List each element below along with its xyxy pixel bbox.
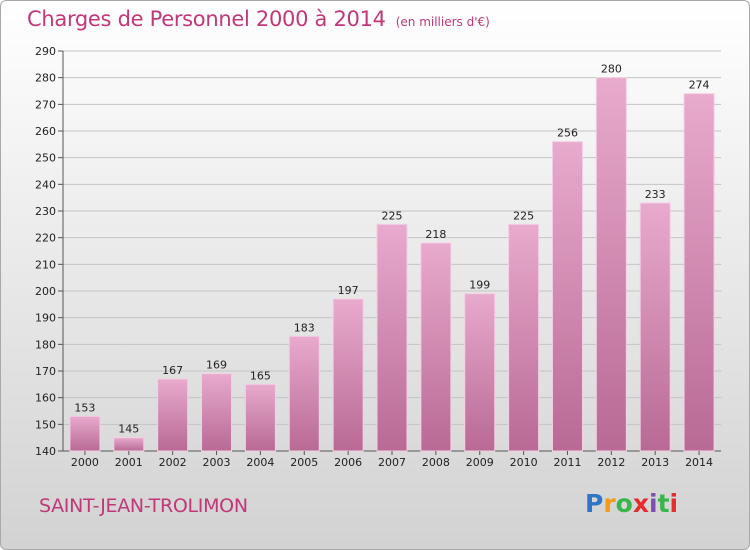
proxiti-logo: Proxiti	[585, 489, 678, 518]
x-tick-label: 2007	[378, 456, 406, 469]
y-tick-labels: 140 150 160 170 180 190 200 210 220 230 240 250 260 2…	[35, 45, 63, 458]
bar	[69, 415, 101, 452]
y-tick-label: 170	[35, 365, 56, 378]
data-label: 165	[250, 369, 271, 382]
x-tick-label: 2012	[597, 456, 625, 469]
commune-name: SAINT-JEAN-TROLIMON	[39, 495, 248, 517]
y-tick-label: 180	[35, 338, 56, 351]
x-tick-label: 2006	[334, 456, 362, 469]
data-label: 280	[601, 63, 622, 76]
logo-letter: o	[615, 489, 633, 518]
y-tick-label: 260	[35, 125, 56, 138]
x-tick-label: 2002	[159, 456, 187, 469]
data-label: 256	[557, 127, 578, 140]
bar	[551, 141, 583, 452]
bar	[420, 242, 452, 452]
y-tick-label: 270	[35, 98, 56, 111]
x-tick-label: 2009	[466, 456, 494, 469]
bar	[639, 202, 671, 452]
x-tick-label: 2003	[203, 456, 231, 469]
data-label: 183	[294, 321, 315, 334]
x-tick-label: 2011	[553, 456, 581, 469]
bar	[244, 383, 276, 452]
chart-title: Charges de Personnel 2000 à 2014 (en mill…	[27, 7, 490, 31]
bar	[288, 335, 320, 452]
data-label: 199	[469, 279, 490, 292]
logo-letter: x	[632, 489, 649, 518]
data-label: 153	[74, 401, 95, 414]
x-tick-label: 2014	[685, 456, 713, 469]
bar	[157, 378, 189, 452]
bar	[113, 437, 145, 452]
y-tick-label: 140	[35, 445, 56, 458]
y-tick-label: 240	[35, 178, 56, 191]
y-tick-label: 190	[35, 312, 56, 325]
y-tick-label: 230	[35, 205, 56, 218]
logo-letter: i	[649, 489, 658, 518]
y-tick-label: 200	[35, 285, 56, 298]
x-tick-label: 2004	[246, 456, 274, 469]
x-tick-label: 2000	[71, 456, 99, 469]
x-tick-label: 2010	[510, 456, 538, 469]
chart-unit: (en milliers d'€)	[395, 15, 490, 29]
y-tick-label: 220	[35, 232, 56, 245]
bar	[683, 93, 715, 452]
y-tick-label: 280	[35, 72, 56, 85]
data-label: 167	[162, 364, 183, 377]
data-label: 274	[689, 79, 710, 92]
bar	[508, 223, 540, 452]
data-label: 225	[382, 209, 403, 222]
bar	[201, 373, 233, 452]
data-label: 197	[338, 284, 359, 297]
bar	[332, 298, 364, 452]
logo-letter: r	[603, 489, 616, 518]
bars	[69, 77, 715, 452]
bar	[376, 223, 408, 452]
x-tick-label: 2013	[641, 456, 669, 469]
x-tick-label: 2005	[290, 456, 318, 469]
logo-letter: P	[585, 489, 604, 518]
y-tick-label: 160	[35, 392, 56, 405]
x-tick-labels: 2000 2001 2002 2003 2004 2005 2006 2007 2008 2009…	[71, 451, 713, 469]
y-tick-label: 290	[35, 45, 56, 58]
bar	[595, 77, 627, 452]
data-label: 145	[118, 423, 139, 436]
data-label: 169	[206, 359, 227, 372]
y-tick-label: 150	[35, 418, 56, 431]
data-labels: 153 145 167 169 165 183 197 225 218 199 225 256 280 2…	[74, 63, 709, 436]
data-label: 225	[513, 209, 534, 222]
title-text: Charges de Personnel 2000 à 2014	[27, 7, 386, 31]
y-tick-label: 250	[35, 152, 56, 165]
bar	[464, 293, 496, 452]
data-label: 233	[645, 188, 666, 201]
data-label: 218	[425, 228, 446, 241]
x-tick-label: 2001	[115, 456, 143, 469]
logo-letter: i	[669, 489, 679, 518]
logo-letter: t	[657, 489, 670, 518]
y-tick-label: 210	[35, 258, 56, 271]
x-tick-label: 2008	[422, 456, 450, 469]
